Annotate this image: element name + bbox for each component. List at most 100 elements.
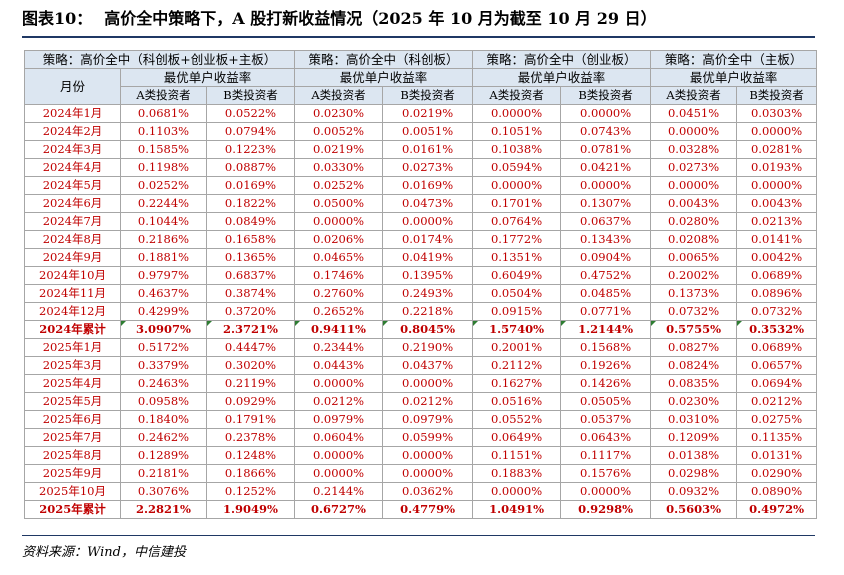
month-cell: 2024年12月 xyxy=(24,302,121,321)
table-row: 2024年7月 0.1044% 0.0849% 0.0000% 0.0000% 0.076… xyxy=(24,212,818,231)
return-cell: 0.2144% xyxy=(294,482,384,501)
return-cell: 0.2463% xyxy=(120,374,207,393)
return-cell: 0.1881% xyxy=(120,248,207,267)
return-cell: 0.2493% xyxy=(382,284,474,303)
table-row: 2024年11月 0.4637% 0.3874% 0.2760% 0.2493% 0.05… xyxy=(24,284,818,303)
return-cell: 0.0000% xyxy=(294,446,384,465)
return-cell: 0.0230% xyxy=(650,392,738,411)
return-cell: 0.0500% xyxy=(294,194,384,213)
return-cell: 0.6837% xyxy=(205,266,296,285)
return-cell: 0.4972% xyxy=(736,500,818,519)
return-cell: 0.0929% xyxy=(205,392,296,411)
table-total-row: 2025年累计 2.2821% 1.9049% 0.6727% 0.4779% 1.049… xyxy=(24,500,818,519)
table-total-row: 2024年累计 3.0907% 2.3721% 0.9411% 0.8045% 1.574… xyxy=(24,320,818,339)
return-cell: 0.0643% xyxy=(560,428,652,447)
return-cell: 0.0252% xyxy=(120,176,207,195)
return-cell: 0.4299% xyxy=(120,302,207,321)
strategy-header-all: 策略：高价全中（科创板+创业板+主板） xyxy=(23,50,296,69)
return-cell: 0.8045% xyxy=(382,320,474,339)
return-cell: 0.0138% xyxy=(650,446,738,465)
return-cell: 0.0275% xyxy=(736,410,818,429)
return-cell: 0.0504% xyxy=(472,284,562,303)
return-cell: 0.1576% xyxy=(560,464,652,483)
return-cell: 0.2344% xyxy=(294,338,384,357)
return-cell: 0.4779% xyxy=(382,500,474,519)
return-cell: 0.4447% xyxy=(205,338,296,357)
return-cell: 0.1883% xyxy=(472,464,562,483)
return-cell: 0.2181% xyxy=(120,464,207,483)
table-row: 2024年3月 0.1585% 0.1223% 0.0219% 0.0161% 0.103… xyxy=(24,140,818,159)
return-cell: 0.3874% xyxy=(205,284,296,303)
return-cell: 0.0915% xyxy=(472,302,562,321)
table-row: 2025年1月 0.5172% 0.4447% 0.2344% 0.2190% 0.200… xyxy=(24,338,818,357)
return-cell: 0.0310% xyxy=(650,410,738,429)
return-cell: 0.3020% xyxy=(205,356,296,375)
return-cell: 0.0835% xyxy=(650,374,738,393)
month-cell: 2024年10月 xyxy=(24,266,121,285)
return-cell: 0.0743% xyxy=(560,122,652,141)
month-cell: 2024年3月 xyxy=(24,140,121,159)
return-cell: 0.5172% xyxy=(120,338,207,357)
return-cell: 0.0932% xyxy=(650,482,738,501)
return-cell: 0.2112% xyxy=(472,356,562,375)
return-cell: 0.3720% xyxy=(205,302,296,321)
return-cell: 0.0000% xyxy=(294,212,384,231)
return-cell: 0.9411% xyxy=(294,320,384,339)
return-cell: 0.0000% xyxy=(294,374,384,393)
table-row: 2024年10月 0.9797% 0.6837% 0.1746% 0.1395% 0.60… xyxy=(24,266,818,285)
return-cell: 0.0273% xyxy=(382,158,474,177)
investor-b-header: B类投资者 xyxy=(382,86,474,105)
month-cell: 2024年5月 xyxy=(24,176,121,195)
return-cell: 0.0604% xyxy=(294,428,384,447)
return-cell: 0.0505% xyxy=(560,392,652,411)
return-cell: 0.0824% xyxy=(650,356,738,375)
return-cell: 0.1746% xyxy=(294,266,384,285)
investor-a-header: A类投资者 xyxy=(650,86,738,105)
return-cell: 0.0979% xyxy=(382,410,474,429)
strategy-header-main: 策略：高价全中（主板） xyxy=(650,50,818,69)
return-cell: 0.0443% xyxy=(294,356,384,375)
investor-header-row: A类投资者 B类投资者 A类投资者 B类投资者 A类投资者 B类投资者 A类投资… xyxy=(25,86,818,105)
group-header-row: 月份 最优单户收益率 最优单户收益率 最优单户收益率 最优单户收益率 xyxy=(24,68,818,105)
return-cell: 0.6727% xyxy=(294,500,384,519)
return-cell: 3.0907% xyxy=(120,320,207,339)
investor-b-header: B类投资者 xyxy=(736,86,818,105)
return-cell: 0.1252% xyxy=(205,482,296,501)
table-row: 2024年8月 0.2186% 0.1658% 0.0206% 0.0174% 0.177… xyxy=(24,230,818,249)
table-row: 2025年3月 0.3379% 0.3020% 0.0443% 0.0437% 0.211… xyxy=(24,356,818,375)
return-cell: 1.2144% xyxy=(560,320,652,339)
return-cell: 0.1568% xyxy=(560,338,652,357)
table-row: 2024年5月 0.0252% 0.0169% 0.0252% 0.0169% 0.000… xyxy=(24,176,818,195)
month-cell: 2025年6月 xyxy=(24,410,121,429)
return-cell: 0.0849% xyxy=(205,212,296,231)
investor-a-header: A类投资者 xyxy=(472,86,562,105)
return-cell: 0.0732% xyxy=(736,302,818,321)
return-cell: 0.0732% xyxy=(650,302,738,321)
return-cell: 0.0206% xyxy=(294,230,384,249)
return-cell: 0.0193% xyxy=(736,158,818,177)
return-cell: 0.0887% xyxy=(205,158,296,177)
return-cell: 0.1289% xyxy=(120,446,207,465)
return-cell: 0.0000% xyxy=(560,176,652,195)
table-row: 2025年5月 0.0958% 0.0929% 0.0212% 0.0212% 0.051… xyxy=(24,392,818,411)
return-cell: 0.1658% xyxy=(205,230,296,249)
return-cell: 0.2244% xyxy=(120,194,207,213)
month-cell: 2025年4月 xyxy=(24,374,121,393)
return-cell: 0.0599% xyxy=(382,428,474,447)
title-divider xyxy=(22,36,815,38)
return-cell: 0.1103% xyxy=(120,122,207,141)
return-cell: 0.0000% xyxy=(650,122,738,141)
month-cell: 2024年9月 xyxy=(24,248,121,267)
strategy-header-star: 策略：高价全中（科创板） xyxy=(294,50,474,69)
return-cell: 0.1223% xyxy=(205,140,296,159)
return-cell: 0.4752% xyxy=(560,266,652,285)
return-cell: 0.2652% xyxy=(294,302,384,321)
strategy-header-row: 策略：高价全中（科创板+创业板+主板） 策略：高价全中（科创板） 策略：高价全中… xyxy=(23,50,818,69)
return-cell: 0.0689% xyxy=(736,266,818,285)
return-cell: 0.0681% xyxy=(120,104,207,123)
return-cell: 0.0000% xyxy=(560,482,652,501)
table-row: 2024年4月 0.1198% 0.0887% 0.0330% 0.0273% 0.059… xyxy=(24,158,818,177)
return-cell: 0.0000% xyxy=(382,374,474,393)
return-cell: 0.0169% xyxy=(382,176,474,195)
return-cell: 0.0303% xyxy=(736,104,818,123)
